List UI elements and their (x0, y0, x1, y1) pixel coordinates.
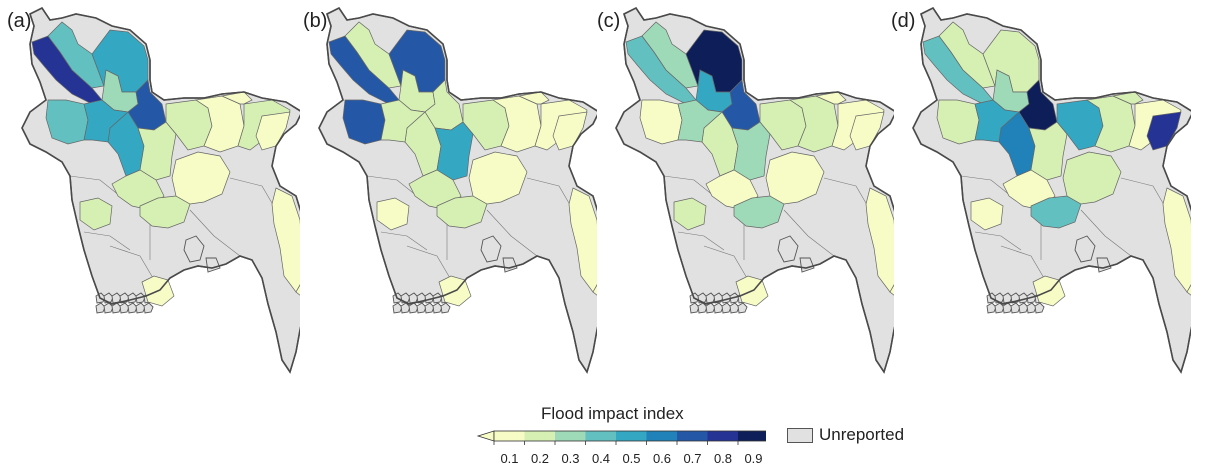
region-cs1 (139, 195, 191, 229)
region-sw1 (970, 197, 1004, 231)
region-c2 (731, 121, 771, 181)
region-c1 (380, 99, 426, 143)
region-c1 (677, 99, 723, 143)
region-tip (889, 284, 894, 296)
region-s2 (171, 151, 231, 205)
region-tip (592, 284, 597, 296)
delta-islands (392, 235, 518, 314)
region-w1 (936, 99, 980, 145)
colorbar-tick-label: 0.5 (622, 451, 641, 466)
colorbar-bin (524, 431, 555, 441)
region-s2 (468, 151, 528, 205)
panel-d: (d) (891, 0, 1191, 405)
colorbar-tick-label: 0.7 (683, 451, 702, 466)
panel-c: (c) (594, 0, 894, 405)
colorbar-bin (494, 431, 525, 441)
region-w1 (45, 99, 89, 145)
colorbar-tick-label: 0.8 (713, 451, 733, 466)
colorbar-bin (707, 431, 738, 441)
region-tip (295, 284, 300, 296)
panel-a: (a) (0, 0, 300, 405)
panel-label: (d) (891, 10, 916, 32)
region-s2 (1062, 151, 1122, 205)
colorbar-bin (585, 431, 616, 441)
map-b (318, 6, 597, 374)
panel-label: (b) (303, 10, 328, 32)
colorbar-bin (646, 431, 677, 441)
colorbar (476, 430, 766, 445)
region-sw1 (79, 197, 113, 231)
colorbar-tick-label: 0.2 (530, 451, 550, 466)
legend-title: Flood impact index (541, 404, 684, 423)
map-group (615, 6, 894, 374)
region-c2 (434, 121, 474, 181)
district-boundaries (960, 175, 1168, 291)
region-cs1 (436, 195, 488, 229)
map-a (21, 6, 300, 374)
map-d (912, 6, 1191, 374)
colorbar-bin (616, 431, 647, 441)
colorbar-bin (555, 431, 586, 441)
region-c1 (83, 99, 129, 143)
panel-label: (c) (597, 10, 621, 32)
colorbar-tick-label: 0.3 (561, 451, 580, 466)
region-w1 (342, 99, 386, 145)
region-c1 (974, 99, 1020, 143)
unreported-label: Unreported (819, 425, 905, 444)
region-c2 (1028, 121, 1068, 181)
region-sw1 (673, 197, 707, 231)
colorbar-bin (677, 431, 708, 441)
district-boundaries (663, 175, 871, 291)
colorbar-tick-label: 0.9 (744, 451, 763, 466)
region-s2 (765, 151, 825, 205)
map-group (21, 6, 300, 374)
region-cs1 (733, 195, 785, 229)
map-group (318, 6, 597, 374)
colorbar-tick-label: 0.1 (500, 451, 519, 466)
region-sw1 (376, 197, 410, 231)
map-group (912, 6, 1191, 374)
map-c (615, 6, 894, 374)
region-c2 (137, 121, 177, 181)
region-tip (1186, 284, 1191, 296)
delta-islands (95, 235, 221, 314)
colorbar-tick-label: 0.6 (652, 451, 672, 466)
region-w1 (639, 99, 683, 145)
colorbar-tick-label: 0.4 (591, 451, 611, 466)
panel-label: (a) (7, 10, 32, 32)
panel-b: (b) (297, 0, 597, 405)
unreported-swatch (787, 428, 813, 443)
colorbar-bin (738, 431, 766, 441)
region-cs1 (1030, 195, 1082, 229)
